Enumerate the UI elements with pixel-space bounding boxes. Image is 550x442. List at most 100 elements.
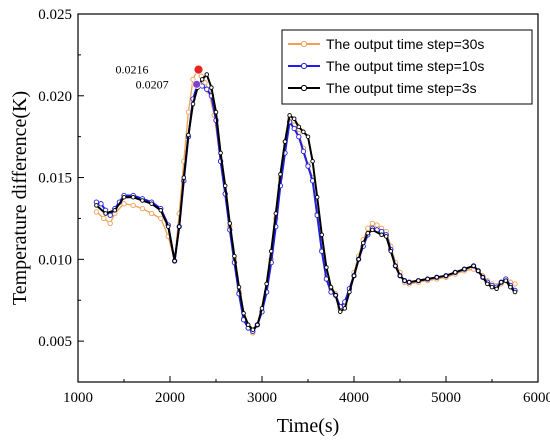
data-point [186,132,191,138]
data-point [204,72,210,77]
data-point [165,224,171,229]
data-point [282,139,288,144]
data-point [305,163,311,169]
data-point [369,220,376,227]
data-point [218,150,223,156]
data-point [287,113,292,118]
data-point [107,212,113,218]
data-point [314,194,320,200]
y-tick-label: 0.015 [38,171,72,187]
data-point [93,209,100,215]
data-point [291,125,297,132]
peak-label-10s: 0.0207 [136,77,169,91]
x-tick-label: 4000 [339,390,369,406]
data-point [452,270,458,275]
data-point [319,232,325,238]
x-axis-title: Time(s) [277,415,340,437]
data-point [268,248,274,254]
y-tick-label: 0.005 [38,334,72,350]
data-point [107,220,113,227]
y-axis-title: Temperature difference(K) [9,91,31,305]
data-point [140,198,145,203]
data-point [425,276,430,282]
y-tick-label: 0.020 [38,89,72,105]
data-point [185,109,192,115]
data-point [121,201,127,207]
data-point [485,281,490,287]
data-point [443,273,449,278]
legend-label: The output time step=3s [326,80,477,96]
data-point [202,80,208,86]
data-point [388,248,394,254]
data-point [236,284,242,290]
data-point [508,284,513,290]
data-point [351,273,357,278]
data-point [337,309,343,314]
data-point [475,268,481,274]
y-tick-label: 0.010 [38,252,72,268]
legend-item: The output time step=3s [288,80,477,96]
data-point [489,284,495,290]
data-point [402,278,407,283]
legend-label: The output time step=30s [326,36,484,52]
data-point [370,227,375,233]
data-point [222,183,228,188]
data-point [103,211,108,216]
data-point [98,201,104,207]
data-point [365,230,371,236]
data-point [503,278,509,283]
data-point [498,279,504,285]
series-1 [93,66,518,336]
x-tick-label: 5000 [431,390,461,406]
data-point [462,266,467,272]
series-3 [94,72,518,332]
data-point [300,148,307,155]
data-point [130,202,136,209]
legend-item: The output time step=10s [288,58,484,74]
x-tick-label: 3000 [247,390,277,406]
data-point [342,306,348,311]
data-point [471,263,476,269]
data-point [333,293,338,298]
legend-label: The output time step=10s [326,58,484,74]
legend-box [281,29,533,105]
data-point [512,289,518,295]
data-point [379,232,384,238]
data-point [397,273,403,278]
legend-swatch-marker [300,84,308,92]
data-point [301,129,306,135]
data-point [296,124,302,130]
data-point [393,263,398,269]
data-point [383,234,389,239]
legend: The output time step=30s The output time … [281,29,533,105]
data-point [232,253,237,259]
data-point [264,281,269,287]
data-point [324,265,329,270]
data-point [190,101,196,107]
x-tick-label: 1000 [63,390,93,406]
data-point [181,175,187,180]
data-point [250,327,256,332]
legend-swatch-marker [300,62,308,70]
data-point [480,275,486,280]
peak-marker-30s [193,64,204,75]
data-point [199,77,205,82]
data-point [434,275,440,280]
data-point [139,205,146,212]
data-point [374,222,380,228]
data-point [259,306,265,311]
data-point [347,289,352,295]
data-point [512,281,518,287]
data-point [245,322,251,328]
data-point [365,225,371,231]
data-point [406,279,412,285]
data-point [94,203,99,208]
data-point [148,210,155,217]
data-point [328,284,334,290]
data-point [278,172,283,177]
data-point [176,224,182,229]
data-point [190,76,196,83]
data-point [296,134,302,140]
data-point [310,158,315,164]
